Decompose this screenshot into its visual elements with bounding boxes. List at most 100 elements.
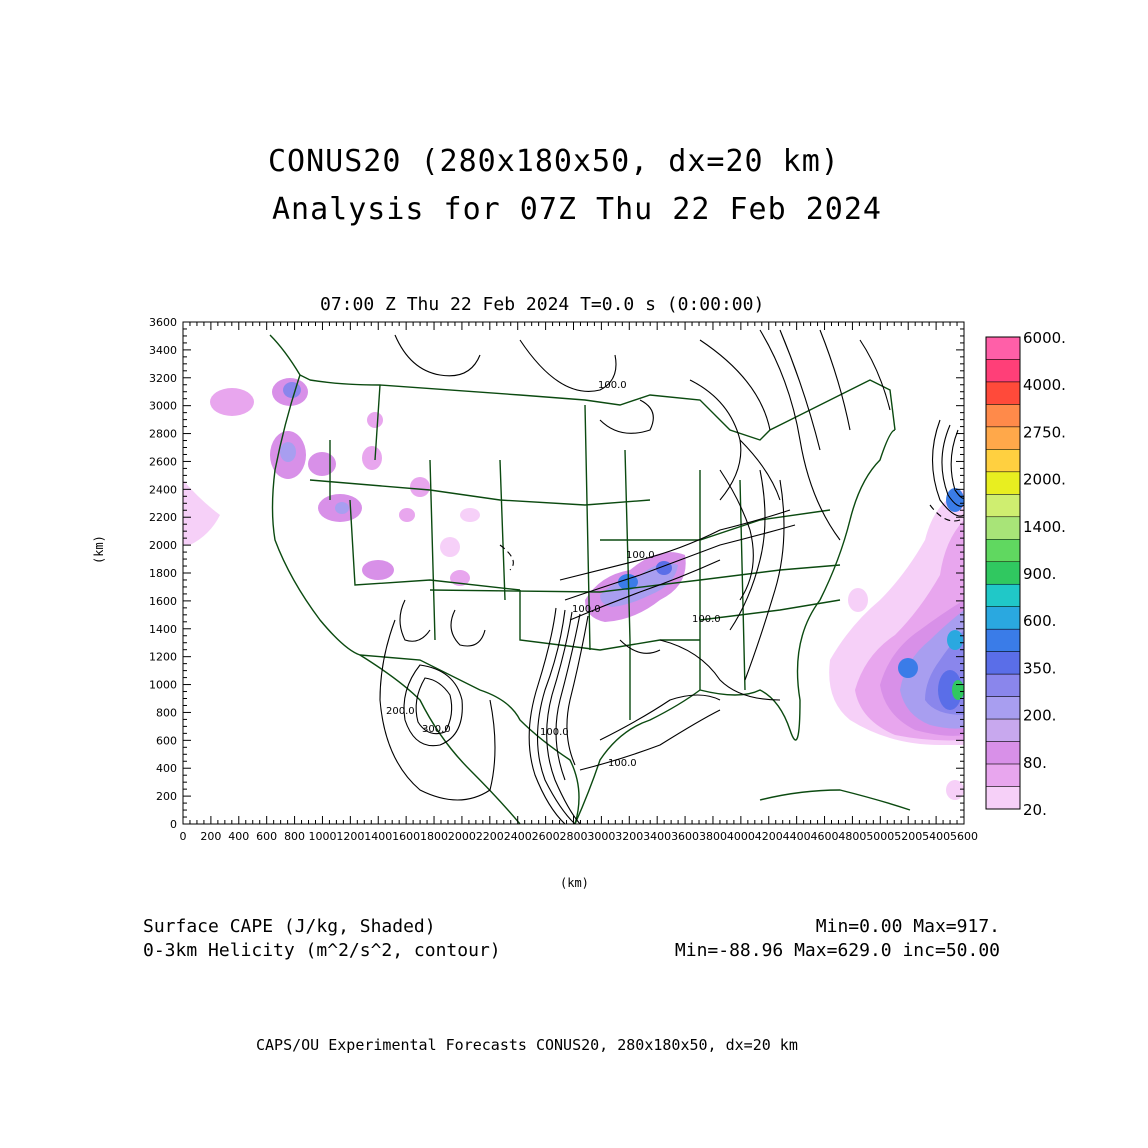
x-tick-label: 3600 xyxy=(671,830,699,843)
x-tick-label: 4400 xyxy=(783,830,811,843)
plot-axes: 0 200 400 600 800 1000 1200 1400 1600 1800 2000 220… xyxy=(149,316,978,843)
y-tick-label: 1600 xyxy=(149,595,177,608)
colorbar-label: 4000. xyxy=(1023,376,1066,394)
colorbar-swatch xyxy=(985,583,1021,607)
y-tick-label: 3400 xyxy=(149,344,177,357)
x-tick-label: 1400 xyxy=(364,830,392,843)
colorbar-swatch xyxy=(985,628,1021,652)
cape-area xyxy=(210,388,254,416)
cape-area xyxy=(938,670,962,710)
colorbar-frame xyxy=(985,336,1021,810)
contour-label: 300.0 xyxy=(422,724,451,735)
x-tick-label: 600 xyxy=(256,830,277,843)
y-tick-label: 1400 xyxy=(149,623,177,636)
colorbar-swatch xyxy=(985,426,1021,450)
contour-line xyxy=(619,639,661,654)
x-tick-label: 0 xyxy=(180,830,187,843)
contour-label: 200.0 xyxy=(386,706,415,717)
x-tick-label: 4200 xyxy=(755,830,783,843)
contour-line xyxy=(689,379,742,501)
cape-area xyxy=(440,537,460,557)
y-tick-label: 1800 xyxy=(149,567,177,580)
x-tick-label: 3400 xyxy=(643,830,671,843)
contour-label: 100.0 xyxy=(540,727,569,738)
x-tick-label: 5200 xyxy=(894,830,922,843)
contour-line xyxy=(719,469,754,601)
contour-line xyxy=(555,613,581,781)
x-tick-label: 200 xyxy=(200,830,221,843)
contour-line xyxy=(659,639,781,701)
colorbar-swatch xyxy=(985,359,1021,383)
colorbar-label: 20. xyxy=(1023,801,1047,819)
x-tick-label: 1800 xyxy=(420,830,448,843)
y-tick-label: 1200 xyxy=(149,651,177,664)
cape-shading xyxy=(183,378,964,800)
cape-area xyxy=(399,508,415,522)
colorbar-swatch xyxy=(985,673,1021,697)
x-tick-label: 2000 xyxy=(448,830,476,843)
x-tick-label: 4000 xyxy=(727,830,755,843)
colorbar-swatch xyxy=(985,696,1021,720)
colorbar-swatch xyxy=(985,336,1021,360)
contour-line xyxy=(569,559,721,621)
contour-line xyxy=(739,439,781,501)
y-tick-label: 0 xyxy=(170,818,177,831)
contour-line xyxy=(599,694,721,741)
x-tick-label: 3800 xyxy=(699,830,727,843)
y-tick-label: 2600 xyxy=(149,455,177,468)
cape-area xyxy=(335,502,349,514)
contour-line xyxy=(564,524,796,601)
colorbar-label: 6000. xyxy=(1023,329,1066,347)
y-axis-label: (km) xyxy=(92,535,106,564)
contour-line xyxy=(415,677,453,735)
colorbar-swatch xyxy=(985,494,1021,518)
colorbar: 6000. 4000. 2750. 2000. 1400. 900. 600. 350. 200… xyxy=(985,329,1066,819)
helicity-contours xyxy=(379,329,964,824)
y-tick-label: 3000 xyxy=(149,400,177,413)
title-line-1: CONUS20 (280x180x50, dx=20 km) xyxy=(268,144,840,179)
x-tick-label: 3000 xyxy=(587,830,615,843)
cape-area xyxy=(362,446,382,470)
contour-field-label: 0-3km Helicity (m^2/s^2, contour) xyxy=(143,940,501,961)
contour-line-negative xyxy=(499,544,514,571)
state-line xyxy=(349,499,521,591)
colorbar-swatch xyxy=(985,449,1021,473)
cape-area xyxy=(283,382,301,398)
x-tick-label: 4800 xyxy=(838,830,866,843)
y-tick-label: 800 xyxy=(156,706,177,719)
contour-line xyxy=(450,609,486,647)
x-tick-label: 5600 xyxy=(950,830,978,843)
y-tick-label: 2000 xyxy=(149,539,177,552)
cape-area xyxy=(410,477,430,497)
x-tick-label: 1600 xyxy=(392,830,420,843)
state-line xyxy=(309,479,651,506)
x-tick-label: 2600 xyxy=(532,830,560,843)
y-tick-label: 600 xyxy=(156,734,177,747)
contour-line xyxy=(941,424,964,507)
contour-line xyxy=(759,329,841,541)
contour-line xyxy=(599,399,654,434)
contour-line xyxy=(394,334,481,377)
state-line xyxy=(519,590,700,651)
shaded-field-label: Surface CAPE (J/kg, Shaded) xyxy=(143,916,436,937)
state-line xyxy=(624,449,746,720)
plot-subtitle: 07:00 Z Thu 22 Feb 2024 T=0.0 s (0:00:00… xyxy=(320,294,765,315)
colorbar-label: 2000. xyxy=(1023,471,1066,489)
cape-area xyxy=(280,442,296,462)
us-west-coast xyxy=(271,374,580,824)
state-line xyxy=(429,404,591,651)
colorbar-swatch xyxy=(985,741,1021,765)
colorbar-swatch xyxy=(985,471,1021,495)
contour-line xyxy=(528,607,566,824)
x-axis-label: (km) xyxy=(560,876,589,890)
colorbar-label: 200. xyxy=(1023,707,1056,725)
cape-area xyxy=(946,488,964,512)
cape-area xyxy=(183,480,220,545)
mexico-coast xyxy=(359,654,521,824)
x-tick-label: 5000 xyxy=(866,830,894,843)
y-tick-label: 2800 xyxy=(149,428,177,441)
colorbar-swatch xyxy=(985,606,1021,630)
contour-line xyxy=(566,615,589,766)
y-tick-label: 3200 xyxy=(149,372,177,385)
